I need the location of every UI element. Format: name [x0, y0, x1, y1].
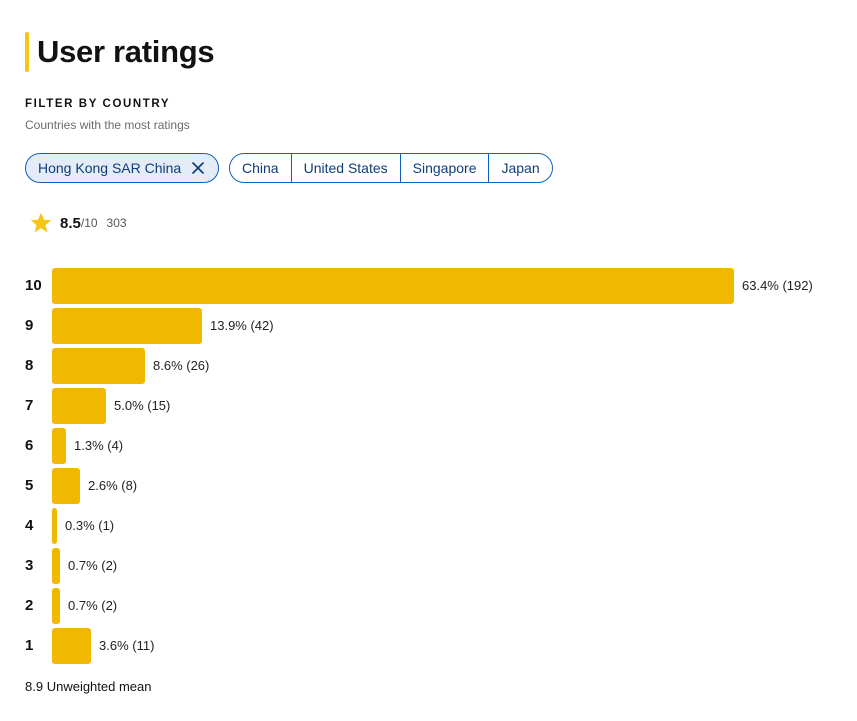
- page-title: User ratings: [37, 34, 215, 69]
- rating-row-10: 10 63.4% (192): [0, 268, 857, 304]
- close-icon[interactable]: [191, 161, 205, 175]
- mean-label: Unweighted mean: [46, 679, 152, 694]
- rating-bar-value: 0.3% (1): [65, 518, 115, 533]
- rating-label: 1: [25, 637, 34, 654]
- rating-row-5: 5 2.6% (8): [0, 468, 857, 504]
- star-icon: [29, 211, 53, 235]
- rating-bar: [52, 268, 734, 304]
- rating-label: 6: [25, 437, 34, 454]
- page-title-wrapper: User ratings: [25, 32, 215, 72]
- rating-bar: [52, 428, 66, 464]
- rating-bar-value: 2.6% (8): [88, 478, 138, 493]
- country-chip-united-states[interactable]: United States: [290, 154, 400, 182]
- country-chip-japan[interactable]: Japan: [488, 154, 551, 182]
- country-chip-active[interactable]: Hong Kong SAR China: [25, 153, 220, 183]
- rating-row-2: 2 0.7% (2): [0, 588, 857, 624]
- rating-count: 303: [106, 216, 127, 230]
- rating-scale: /10: [80, 216, 98, 230]
- rating-label: 8: [25, 357, 34, 374]
- rating-row-3: 3 0.7% (2): [0, 548, 857, 584]
- rating-bar-value: 3.6% (11): [99, 638, 155, 653]
- rating-bar-value: 13.9% (42): [210, 318, 274, 333]
- rating-row-9: 9 13.9% (42): [0, 308, 857, 344]
- country-chip-active-label: Hong Kong SAR China: [38, 160, 182, 176]
- rating-row-7: 7 5.0% (15): [0, 388, 857, 424]
- rating-bar-value: 63.4% (192): [742, 278, 813, 293]
- filter-subheading: Countries with the most ratings: [25, 118, 190, 132]
- rating-bar-value: 8.6% (26): [153, 358, 210, 373]
- rating-label: 3: [25, 557, 34, 574]
- rating-score: 8.5: [60, 214, 81, 232]
- rating-row-6: 6 1.3% (4): [0, 428, 857, 464]
- rating-label: 5: [25, 477, 34, 494]
- country-chip-singapore[interactable]: Singapore: [399, 154, 489, 182]
- rating-row-8: 8 8.6% (26): [0, 348, 857, 384]
- rating-bar-value: 0.7% (2): [68, 558, 118, 573]
- country-chip-china[interactable]: China: [242, 160, 279, 176]
- rating-label: 2: [25, 597, 34, 614]
- rating-bar: [52, 628, 91, 664]
- rating-row-1: 1 3.6% (11): [0, 628, 857, 664]
- rating-row-4: 4 0.3% (1): [0, 508, 857, 544]
- rating-bar: [52, 588, 60, 624]
- rating-label: 7: [25, 397, 34, 414]
- rating-label: 4: [25, 517, 34, 534]
- unweighted-mean: 8.9 Unweighted mean: [25, 679, 152, 694]
- rating-label: 9: [25, 317, 34, 334]
- rating-bar: [52, 348, 145, 384]
- rating-bar: [52, 388, 106, 424]
- country-chip-group: China United States Singapore Japan: [229, 153, 553, 183]
- mean-value: 8.9: [25, 679, 44, 694]
- rating-summary: 8.5 /10 303: [29, 210, 127, 236]
- rating-bar: [52, 468, 80, 504]
- rating-bar-value: 5.0% (15): [114, 398, 171, 413]
- rating-bar: [52, 508, 57, 544]
- title-accent-bar: [25, 32, 29, 72]
- rating-bar-value: 0.7% (2): [68, 598, 118, 613]
- filter-heading: FILTER BY COUNTRY: [25, 98, 171, 110]
- rating-bar: [52, 548, 60, 584]
- rating-label: 10: [25, 277, 42, 294]
- rating-bar-value: 1.3% (4): [74, 438, 124, 453]
- rating-bar: [52, 308, 202, 344]
